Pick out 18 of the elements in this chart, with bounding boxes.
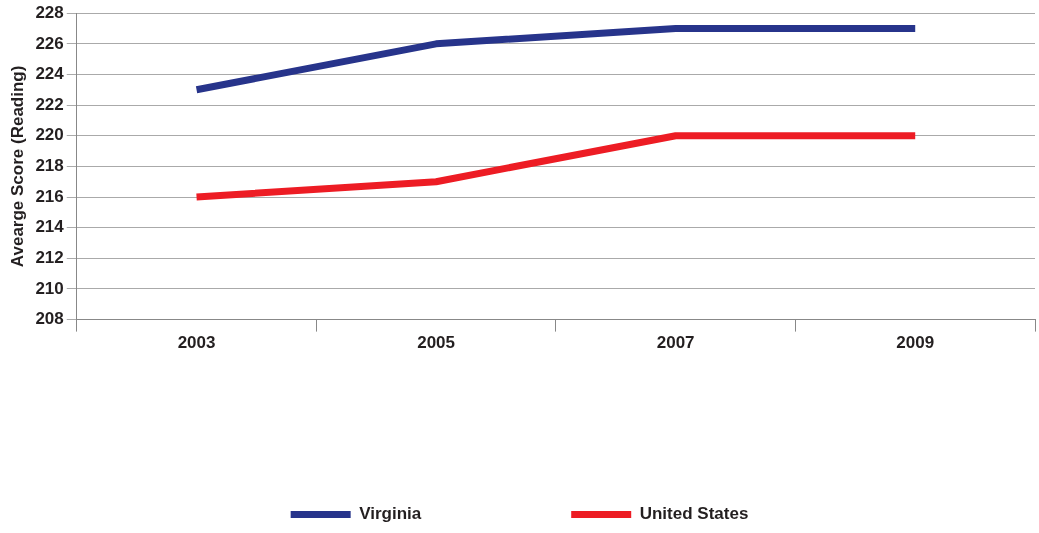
y-tick-label: 218 [35,156,64,176]
y-tick-label: 220 [35,125,64,145]
x-tick-label: 2005 [417,333,456,353]
y-tick-label: 216 [35,186,64,206]
y-tick-label: 208 [35,309,64,329]
y-axis-title: Avearge Score (Reading) [7,65,27,268]
y-tick-label: 226 [35,33,64,53]
x-tick-label: 2007 [656,333,695,353]
y-tick-label: 214 [35,217,65,237]
y-tick-label: 224 [35,64,65,84]
x-tick-label: 2003 [177,333,216,353]
legend-label: Virginia [359,504,422,524]
legend-label: United States [639,504,749,524]
y-tick-label: 212 [35,248,64,268]
x-tick-label: 2009 [896,333,935,353]
y-tick-label: 222 [35,94,64,114]
y-tick-label: 210 [35,278,64,298]
y-tick-label: 228 [35,2,64,22]
